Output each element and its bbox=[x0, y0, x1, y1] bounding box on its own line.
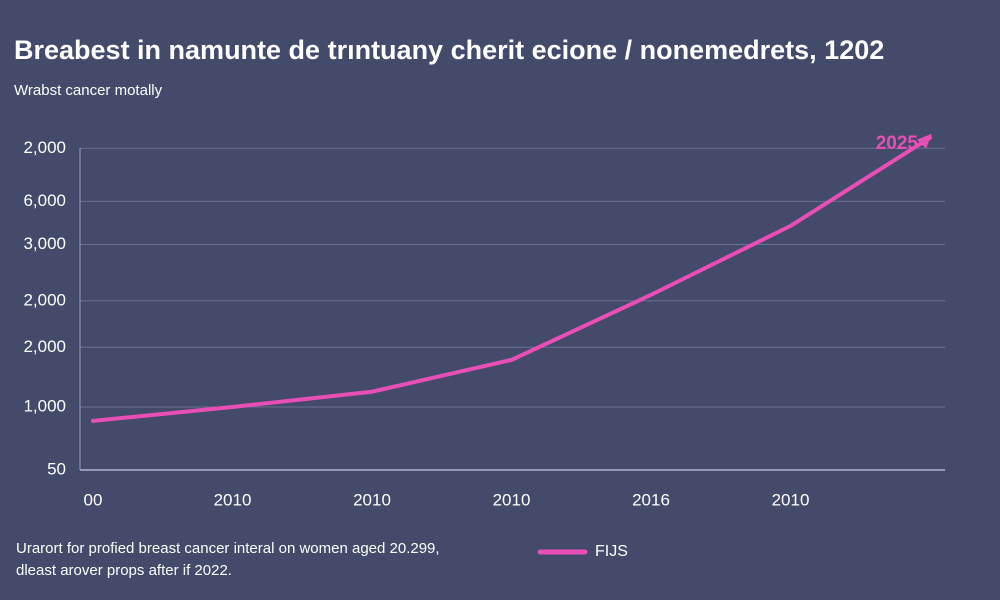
y-tick-label: 2,000 bbox=[23, 138, 66, 157]
x-tick-label: 00 bbox=[84, 490, 103, 509]
x-tick-label: 2010 bbox=[214, 490, 252, 509]
chart-subtitle: Wrabst cancer motally bbox=[14, 82, 163, 99]
x-tick-label: 2010 bbox=[772, 490, 810, 509]
y-tick-label: 6,000 bbox=[23, 191, 66, 210]
legend-label: FIJS bbox=[595, 543, 628, 560]
y-tick-label: 2,000 bbox=[23, 290, 66, 309]
x-tick-label: 2016 bbox=[632, 490, 670, 509]
data-line bbox=[91, 135, 932, 423]
chart-title: Breabest in namunte de trıntuany cherit … bbox=[14, 35, 884, 65]
x-tick-label: 2010 bbox=[353, 490, 391, 509]
y-tick-label: 2,000 bbox=[23, 337, 66, 356]
footnote: Urarort for profied breast cancer intera… bbox=[16, 540, 440, 557]
y-tick-label: 3,000 bbox=[23, 234, 66, 253]
annotation: 2025 bbox=[876, 133, 919, 154]
footnote: dleast arover props after if 2022. bbox=[16, 562, 232, 579]
y-tick-label: 1,000 bbox=[23, 396, 66, 415]
y-tick-label: 50 bbox=[47, 459, 66, 478]
arrow-head bbox=[917, 133, 932, 149]
x-tick-label: 2010 bbox=[493, 490, 531, 509]
